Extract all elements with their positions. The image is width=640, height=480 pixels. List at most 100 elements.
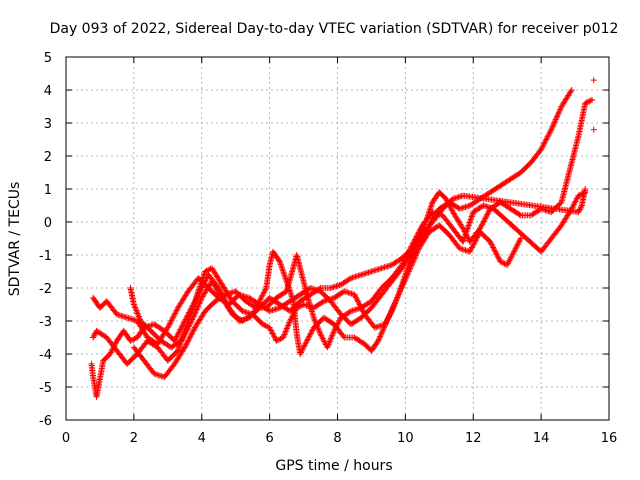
data-point <box>164 324 171 331</box>
data-point <box>179 334 186 341</box>
data-point <box>407 264 414 271</box>
data-point <box>462 232 469 239</box>
data-point <box>480 218 487 225</box>
data-point <box>478 222 485 229</box>
data-point <box>274 337 281 344</box>
data-point <box>259 321 266 328</box>
data-point <box>196 300 203 307</box>
data-point <box>517 236 524 243</box>
data-point <box>340 333 347 340</box>
data-point <box>409 259 416 266</box>
data-point <box>540 142 547 149</box>
data-point <box>548 125 555 132</box>
data-point <box>495 254 502 261</box>
data-point <box>553 115 560 122</box>
y-tick-label: 5 <box>44 51 52 66</box>
data-point <box>468 213 475 220</box>
data-point <box>405 269 412 276</box>
data-point <box>354 297 361 304</box>
y-tick-label: -4 <box>39 348 52 363</box>
x-tick-label: 16 <box>601 431 618 446</box>
data-point <box>554 113 561 120</box>
data-point <box>202 268 209 275</box>
data-point <box>488 241 495 248</box>
data-point <box>516 211 523 218</box>
data-point <box>192 309 199 316</box>
data-point <box>189 316 196 323</box>
data-point <box>417 225 424 232</box>
data-point <box>196 288 203 295</box>
data-point <box>382 321 389 328</box>
x-tick-label: 6 <box>265 431 273 446</box>
x-axis-label: GPS time / hours <box>275 458 392 474</box>
data-point <box>461 235 468 242</box>
data-point <box>166 320 173 327</box>
data-point <box>169 316 176 323</box>
data-point <box>190 327 197 334</box>
x-tick-label: 2 <box>130 431 138 446</box>
data-point <box>575 192 582 199</box>
data-point <box>395 291 402 298</box>
data-point <box>355 298 362 305</box>
data-point <box>278 264 285 271</box>
x-tick-labels: 0 2 4 6 8 10 12 14 16 <box>62 431 617 446</box>
data-point <box>479 221 486 228</box>
data-point <box>194 305 201 312</box>
data-point <box>415 229 422 236</box>
x-tick-label: 14 <box>533 431 550 446</box>
data-point <box>194 303 201 310</box>
data-point <box>493 250 500 257</box>
data-point <box>382 320 389 327</box>
data-point <box>352 294 359 301</box>
data-point <box>495 255 502 262</box>
data-point <box>500 259 507 266</box>
data-point <box>403 272 410 279</box>
data-point <box>407 265 414 272</box>
data-point <box>576 206 583 213</box>
data-point <box>131 335 138 342</box>
data-point <box>380 326 387 333</box>
data-point <box>482 214 489 221</box>
data-point <box>185 323 192 330</box>
data-point <box>541 139 548 146</box>
data-point <box>195 302 202 309</box>
data-point <box>468 245 475 252</box>
data-point <box>462 231 469 238</box>
data-point <box>551 119 558 126</box>
data-point <box>482 215 489 222</box>
data-point <box>429 200 436 207</box>
data-point <box>375 336 382 343</box>
data-point <box>491 247 498 254</box>
data-point <box>469 212 476 219</box>
data-point <box>550 120 557 127</box>
data-point <box>198 285 205 292</box>
data-point <box>414 230 421 237</box>
data-point <box>489 243 496 250</box>
data-point <box>587 97 594 104</box>
data-point <box>427 203 434 210</box>
data-point <box>490 244 497 251</box>
data-point <box>542 137 549 144</box>
data-point <box>546 130 553 137</box>
data-point <box>552 116 559 123</box>
x-tick-label: 8 <box>333 431 341 446</box>
data-point <box>384 316 391 323</box>
data-point <box>554 112 561 119</box>
data-point <box>378 330 385 337</box>
data-point <box>408 262 415 269</box>
data-point <box>351 291 358 298</box>
data-point <box>400 280 407 287</box>
data-point <box>465 222 472 229</box>
data-point <box>412 252 419 259</box>
data-point <box>181 332 188 339</box>
data-point <box>276 336 283 343</box>
data-point <box>548 126 555 133</box>
data-point <box>195 291 202 298</box>
data-point <box>460 238 467 245</box>
data-point <box>463 229 470 236</box>
data-point <box>188 318 195 324</box>
data-point <box>467 247 474 254</box>
data-point <box>492 248 499 255</box>
data-point <box>414 232 421 239</box>
data-point <box>379 329 386 336</box>
